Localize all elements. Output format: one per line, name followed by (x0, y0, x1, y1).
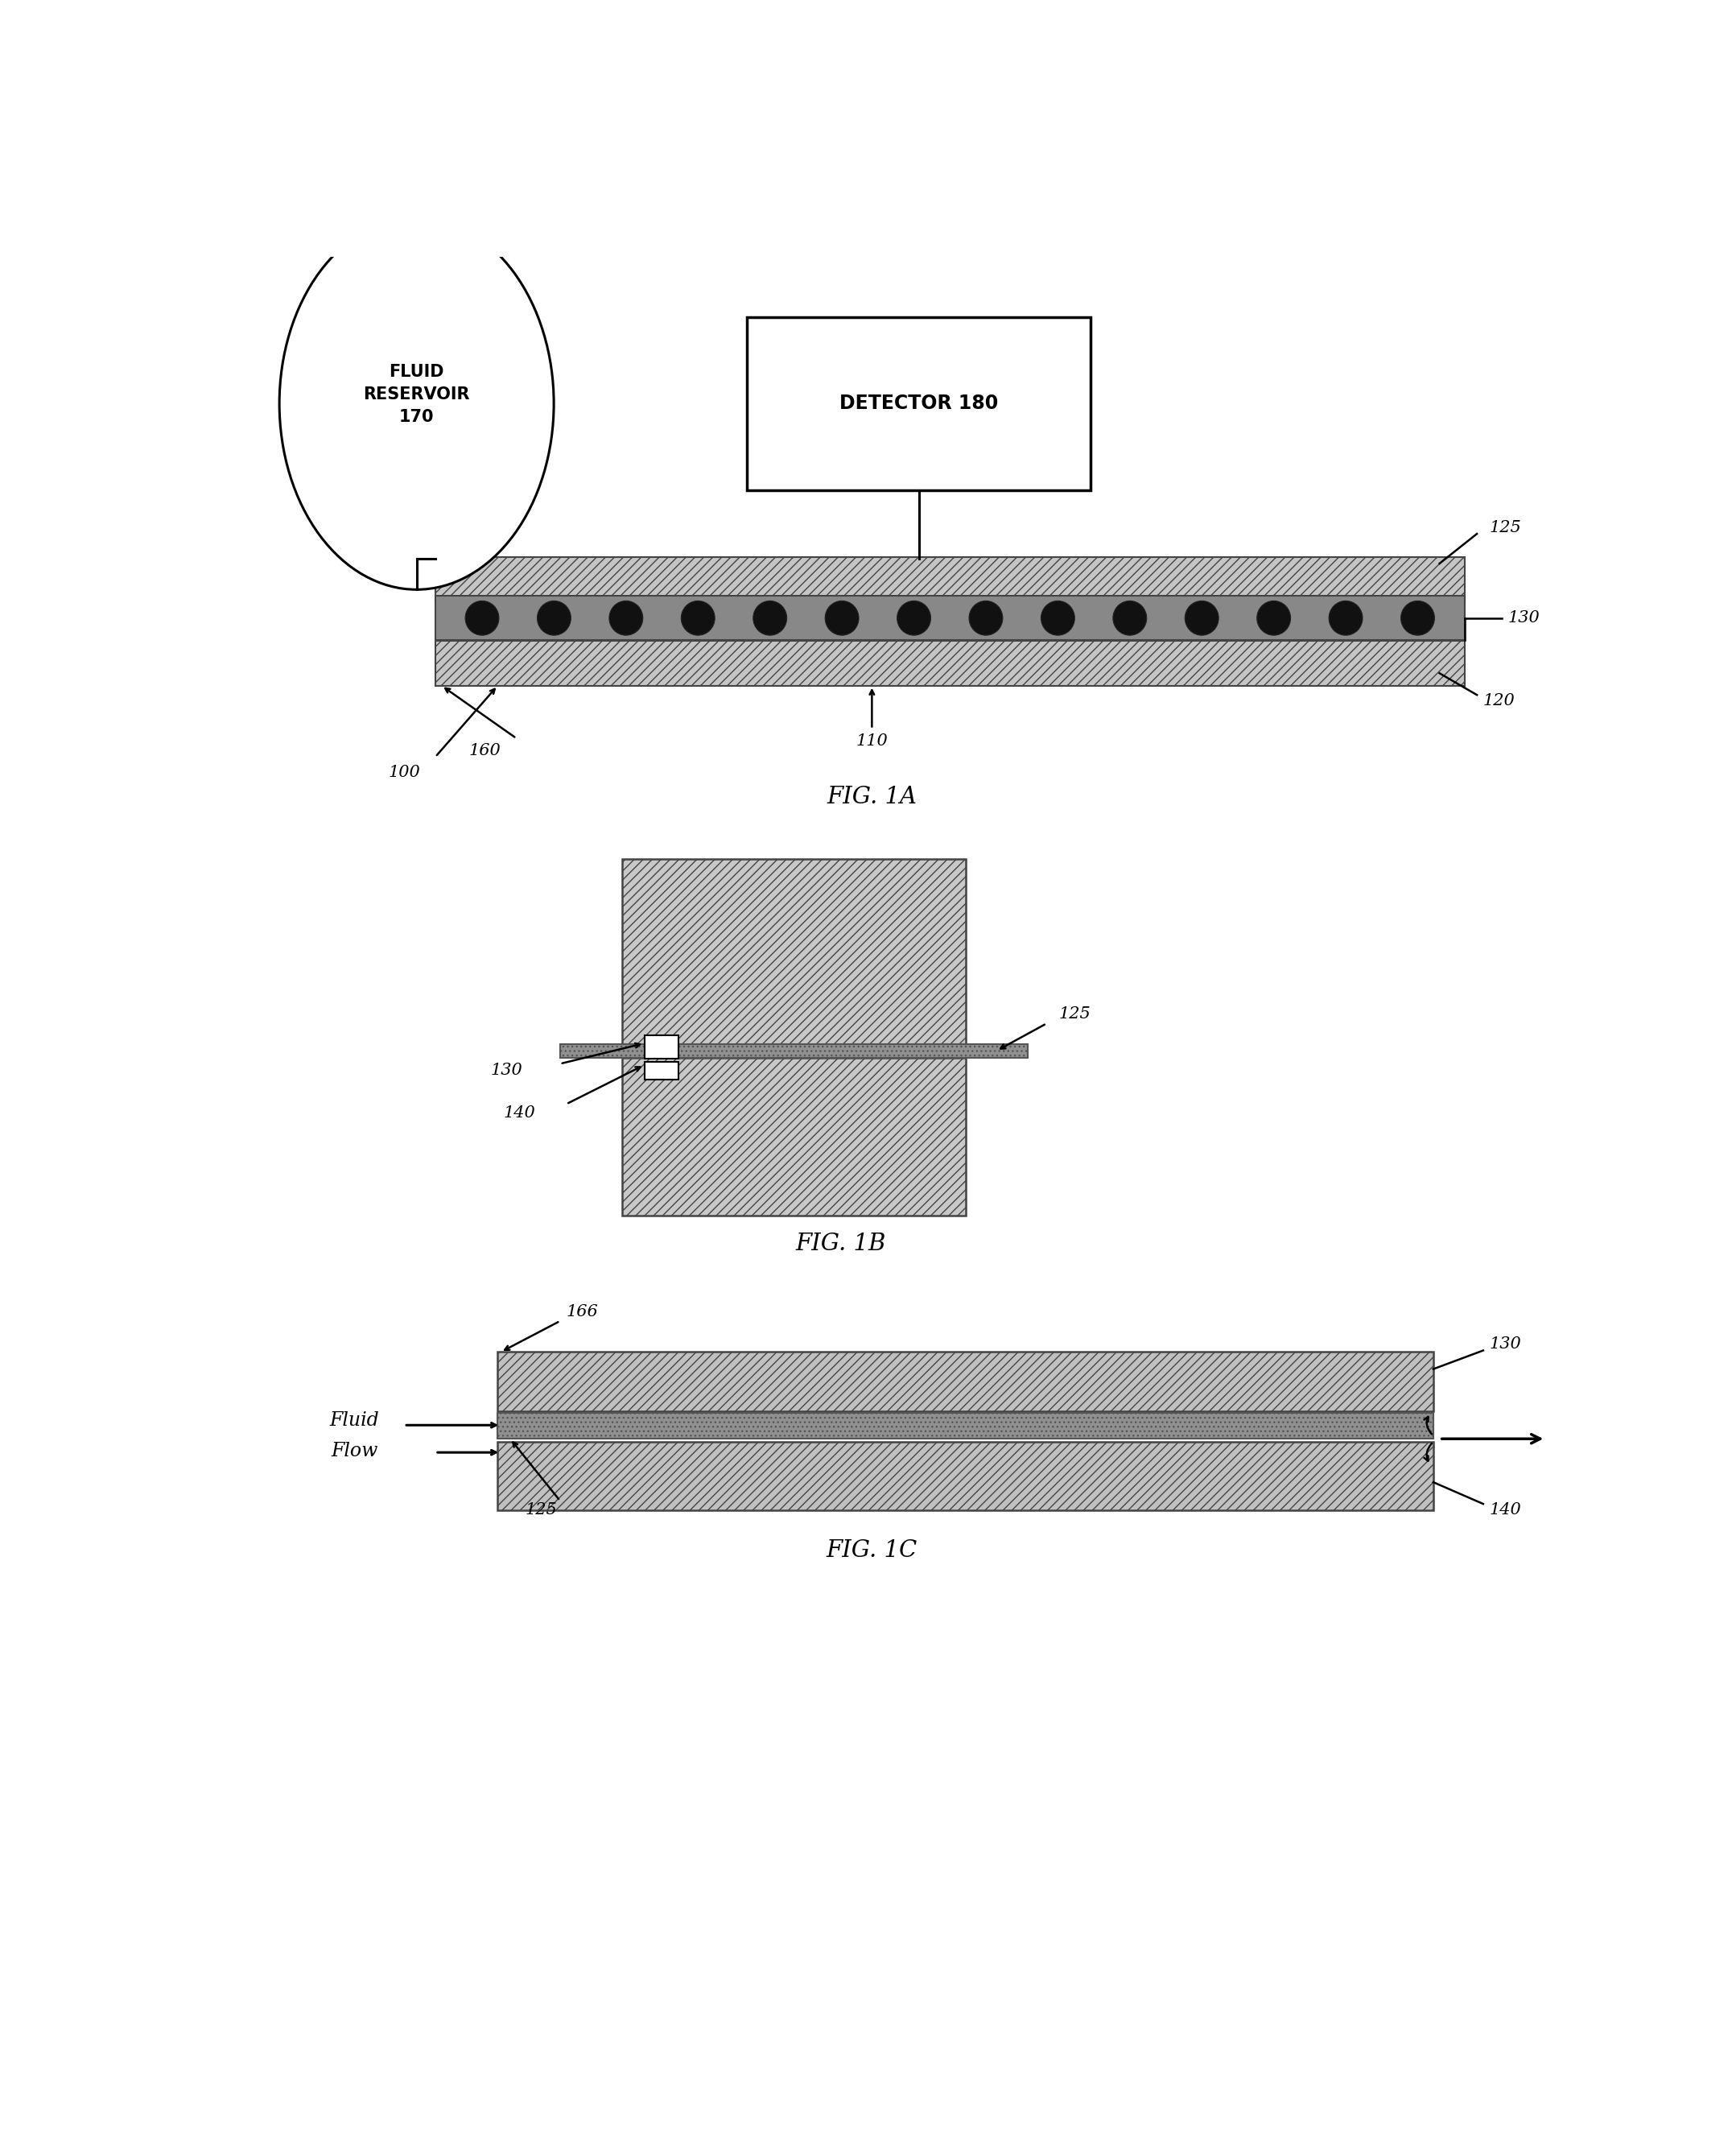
Bar (498, 1412, 1434, 1440)
Ellipse shape (279, 218, 554, 590)
Text: 120: 120 (1483, 693, 1516, 708)
Text: 130: 130 (1509, 610, 1540, 627)
Bar (498, 1442, 1434, 1510)
Ellipse shape (465, 601, 498, 635)
Text: FIG. 1B: FIG. 1B (795, 1232, 885, 1256)
Text: 140: 140 (503, 1106, 535, 1121)
Bar (436, 558, 1465, 601)
Bar (644, 1035, 679, 1059)
Text: 125: 125 (1489, 520, 1521, 535)
Bar (746, 317, 1090, 490)
Ellipse shape (609, 601, 642, 635)
Ellipse shape (1186, 601, 1219, 635)
Text: DETECTOR 180: DETECTOR 180 (838, 394, 998, 413)
Text: 140: 140 (1489, 1502, 1521, 1519)
Ellipse shape (536, 601, 571, 635)
Bar (436, 597, 1465, 640)
Text: 125: 125 (526, 1502, 557, 1519)
Bar (436, 642, 1465, 687)
Ellipse shape (1328, 601, 1363, 635)
Text: 125: 125 (1059, 1007, 1090, 1022)
Text: FIG. 1A: FIG. 1A (826, 785, 917, 809)
Text: 130: 130 (1489, 1337, 1521, 1352)
Text: 166: 166 (566, 1305, 599, 1320)
Text: Fluid: Fluid (330, 1412, 378, 1429)
Ellipse shape (1042, 601, 1075, 635)
Bar (561, 1044, 1028, 1057)
Bar (623, 860, 965, 1046)
Text: 130: 130 (491, 1063, 523, 1078)
Ellipse shape (898, 601, 930, 635)
Ellipse shape (969, 601, 1003, 635)
Text: Flow: Flow (332, 1442, 378, 1461)
Text: 110: 110 (856, 734, 887, 749)
Ellipse shape (825, 601, 859, 635)
Text: 100: 100 (389, 766, 420, 781)
Text: FIG. 1C: FIG. 1C (826, 1540, 918, 1561)
Ellipse shape (681, 601, 715, 635)
Ellipse shape (1401, 601, 1434, 635)
Bar (498, 1352, 1434, 1412)
Bar (644, 1061, 679, 1080)
Text: 160: 160 (469, 742, 502, 759)
Ellipse shape (1257, 601, 1290, 635)
Ellipse shape (753, 601, 786, 635)
Bar (623, 1057, 965, 1215)
Text: FLUID
RESERVOIR
170: FLUID RESERVOIR 170 (363, 364, 470, 426)
Ellipse shape (1113, 601, 1147, 635)
